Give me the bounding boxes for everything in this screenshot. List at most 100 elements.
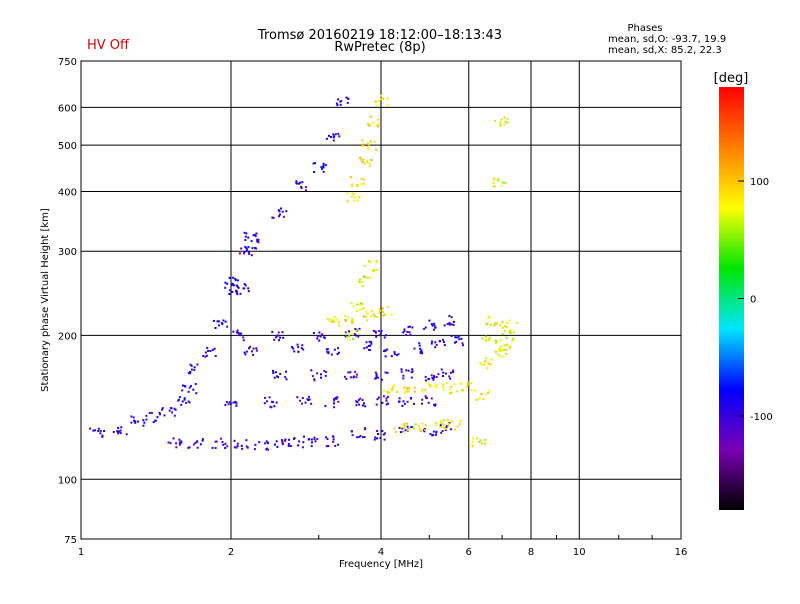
- data-point: [256, 238, 259, 241]
- data-point: [278, 210, 281, 213]
- data-point: [430, 374, 433, 377]
- data-point: [363, 162, 366, 165]
- data-point: [271, 330, 274, 333]
- data-point: [178, 443, 181, 446]
- data-point: [369, 348, 372, 351]
- data-point: [356, 303, 359, 306]
- data-point: [405, 333, 408, 336]
- data-point: [352, 193, 355, 196]
- data-point: [333, 135, 336, 138]
- data-point: [291, 346, 293, 349]
- data-point: [471, 444, 474, 447]
- data-point: [231, 282, 234, 285]
- data-point: [359, 278, 361, 281]
- data-point: [190, 364, 193, 367]
- data-point: [196, 440, 199, 443]
- data-point: [263, 442, 266, 445]
- data-point: [351, 318, 354, 321]
- data-point: [314, 440, 317, 443]
- data-point: [300, 187, 303, 189]
- data-point: [367, 260, 370, 262]
- data-point: [116, 432, 119, 435]
- data-point: [236, 329, 239, 332]
- data-point: [332, 440, 335, 443]
- data-point: [276, 445, 279, 448]
- data-point: [377, 376, 379, 379]
- data-point: [324, 164, 327, 167]
- data-point: [242, 336, 245, 339]
- data-point: [224, 447, 227, 449]
- data-point: [508, 347, 511, 349]
- data-point: [183, 397, 186, 400]
- data-point: [376, 125, 379, 128]
- data-point: [181, 400, 184, 403]
- data-point: [354, 370, 357, 373]
- data-point: [383, 432, 386, 435]
- data-point: [450, 391, 453, 394]
- data-point: [252, 353, 255, 356]
- data-point: [446, 323, 449, 325]
- data-point: [244, 239, 247, 241]
- data-point: [501, 333, 504, 335]
- data-point: [340, 100, 343, 102]
- data-point: [302, 441, 305, 444]
- data-point: [498, 349, 501, 352]
- data-point: [364, 405, 367, 408]
- data-point: [445, 426, 448, 429]
- data-point: [444, 429, 447, 431]
- data-point: [385, 397, 388, 400]
- data-point: [418, 342, 421, 345]
- data-point: [500, 184, 503, 187]
- data-point: [499, 348, 502, 351]
- data-point: [376, 437, 379, 440]
- data-point: [503, 329, 506, 332]
- data-point: [337, 132, 340, 135]
- data-point: [285, 370, 287, 373]
- data-point: [321, 333, 324, 336]
- data-point: [350, 302, 353, 305]
- data-point: [281, 443, 284, 446]
- data-point: [336, 104, 339, 107]
- data-point: [218, 324, 220, 327]
- data-point: [489, 324, 492, 326]
- data-point: [478, 441, 481, 443]
- data-point: [236, 290, 238, 293]
- data-point: [497, 353, 500, 356]
- data-point: [367, 123, 370, 126]
- data-point: [245, 232, 248, 235]
- data-point: [430, 342, 433, 345]
- data-point: [293, 350, 296, 353]
- data-point: [381, 311, 384, 313]
- data-point: [399, 431, 402, 434]
- data-point: [345, 377, 348, 380]
- data-point: [255, 347, 258, 350]
- data-point: [133, 419, 135, 422]
- data-point: [435, 386, 438, 389]
- data-point: [406, 330, 409, 333]
- data-point: [308, 398, 311, 401]
- data-point: [333, 402, 335, 405]
- data-point: [459, 382, 462, 385]
- data-point: [438, 340, 441, 343]
- data-point: [381, 401, 384, 404]
- data-point: [97, 427, 100, 430]
- data-point: [145, 414, 148, 417]
- data-point: [372, 313, 375, 316]
- data-point: [226, 282, 229, 285]
- data-point: [222, 319, 225, 322]
- data-point: [101, 435, 104, 438]
- data-point: [116, 430, 119, 433]
- data-point: [188, 401, 191, 404]
- data-point: [413, 427, 416, 430]
- data-point: [238, 332, 241, 335]
- data-point: [487, 362, 490, 365]
- data-point: [333, 406, 336, 409]
- data-point: [367, 148, 370, 151]
- data-point: [296, 343, 299, 346]
- y-tick-label: 750: [58, 57, 77, 68]
- data-point: [452, 369, 455, 372]
- data-point: [409, 325, 412, 328]
- data-point: [476, 437, 478, 440]
- data-point: [174, 408, 177, 411]
- data-point: [444, 372, 447, 375]
